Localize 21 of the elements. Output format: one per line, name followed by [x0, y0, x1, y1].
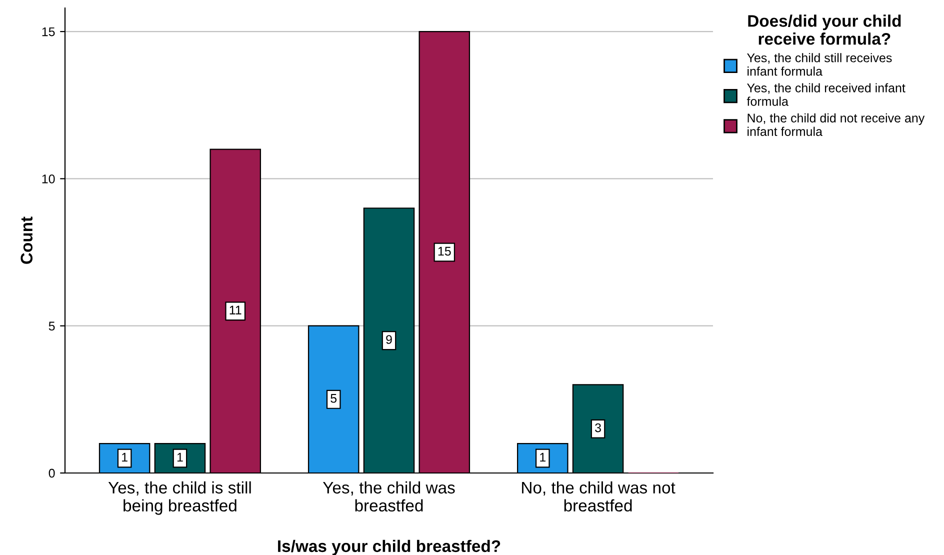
x-axis-title: Is/was your child breastfed?: [278, 540, 500, 555]
x-tick-label: Yes, the child was breastfed: [322, 481, 455, 512]
x-tick-label: Yes, the child is still being breastfed: [108, 481, 251, 515]
legend-label: Yes, the child still receives infant formula: [747, 53, 892, 76]
y-axis-title: Count: [20, 216, 33, 264]
x-tick-label: No, the child was not breastfed: [522, 481, 676, 512]
y-tick-label: 15: [42, 27, 55, 36]
data-label: 1: [540, 452, 546, 462]
legend-label: No, the child did not receive any infant formula: [748, 113, 925, 136]
data-label: 9: [386, 335, 392, 344]
y-tick-label: 0: [48, 468, 55, 478]
legend-label: Yes, the child received infant formula: [746, 83, 906, 106]
y-tick-label: 5: [48, 322, 55, 330]
data-label: 1: [122, 452, 128, 462]
data-label: 5: [330, 394, 337, 403]
y-tick-label: 10: [42, 174, 55, 184]
data-label: 11: [230, 306, 242, 314]
legend-title: Does/did your child receive formula?: [748, 14, 901, 45]
data-label: 3: [595, 423, 601, 432]
data-label: 15: [438, 246, 451, 256]
data-label: 1: [177, 452, 183, 462]
